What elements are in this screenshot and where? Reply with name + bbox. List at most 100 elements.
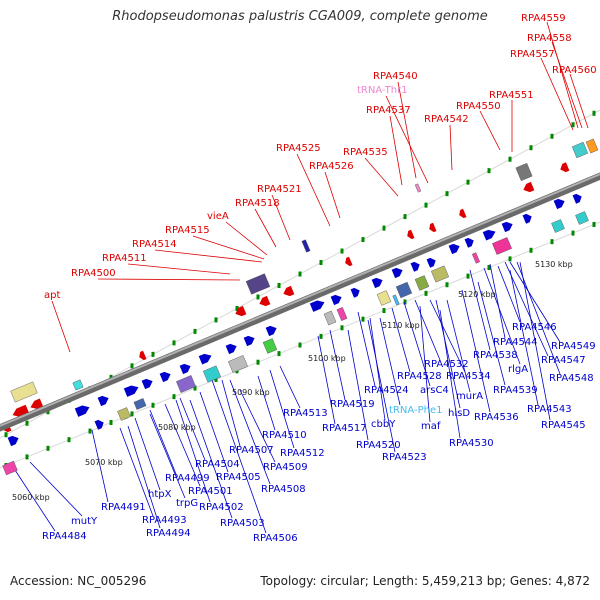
gene-label[interactable]: RPA4549	[551, 341, 596, 352]
forward-gene[interactable]	[225, 342, 239, 355]
gene-label[interactable]: RPA4536	[474, 412, 519, 423]
forward-gene[interactable]	[572, 192, 584, 204]
gene-label[interactable]: RPA4515	[165, 225, 210, 236]
gene-label[interactable]: maf	[421, 421, 441, 432]
reverse-gene[interactable]	[559, 162, 570, 173]
gene-box[interactable]	[414, 275, 430, 291]
gene-label[interactable]: RPA4494	[146, 528, 191, 539]
forward-gene[interactable]	[179, 362, 193, 375]
gene-label[interactable]: RPA4508	[261, 484, 306, 495]
gene-box[interactable]	[571, 141, 589, 159]
reverse-gene[interactable]	[457, 208, 467, 220]
gene-label[interactable]: RPA4503	[220, 518, 265, 529]
forward-gene[interactable]	[141, 377, 155, 390]
gene-label[interactable]: RPA4499	[165, 473, 210, 484]
gene-label[interactable]: RPA4514	[132, 239, 177, 250]
gene-label[interactable]: RPA4501	[188, 486, 233, 497]
gene-box[interactable]	[245, 273, 271, 295]
forward-gene[interactable]	[410, 260, 422, 272]
gene-box[interactable]	[471, 252, 481, 264]
gene-box[interactable]	[202, 365, 222, 383]
gene-label[interactable]: RPA4523	[382, 452, 427, 463]
gene-label[interactable]: RPA4537	[366, 105, 411, 116]
gene-label[interactable]: RPA4518	[235, 198, 280, 209]
trna-label[interactable]: tRNA-Thr1	[357, 85, 408, 96]
forward-gene[interactable]	[74, 403, 91, 417]
gene-label[interactable]: htpX	[148, 489, 172, 500]
gene-label[interactable]: RPA4493	[142, 515, 187, 526]
reverse-gene[interactable]	[405, 229, 415, 241]
forward-gene[interactable]	[97, 394, 111, 407]
forward-gene[interactable]	[522, 212, 534, 224]
forward-gene[interactable]	[448, 242, 462, 255]
gene-label[interactable]: RPA4510	[262, 430, 307, 441]
forward-gene[interactable]	[464, 236, 476, 248]
gene-box[interactable]	[585, 138, 599, 154]
gene-label[interactable]: RPA4513	[283, 408, 328, 419]
gene-label[interactable]: RPA4558	[527, 33, 572, 44]
forward-gene[interactable]	[391, 266, 405, 279]
forward-gene[interactable]	[265, 324, 279, 337]
gene-box[interactable]	[2, 460, 18, 476]
forward-gene[interactable]	[7, 434, 21, 447]
forward-gene[interactable]	[482, 228, 498, 241]
gene-box[interactable]	[228, 355, 248, 373]
gene-label[interactable]: vieA	[207, 211, 229, 222]
gene-label[interactable]: trpG	[176, 498, 198, 509]
gene-label[interactable]: RPA4534	[446, 371, 491, 382]
gene-label[interactable]: RPA4560	[552, 65, 597, 76]
gene-label[interactable]: murA	[456, 391, 483, 402]
gene-label[interactable]: RPA4524	[364, 385, 409, 396]
forward-gene[interactable]	[159, 370, 173, 383]
gene-label[interactable]: RPA4539	[493, 385, 538, 396]
gene-label[interactable]: RPA4507	[229, 445, 274, 456]
gene-label[interactable]: RPA4521	[257, 184, 302, 195]
forward-gene[interactable]	[350, 286, 362, 298]
gene-label[interactable]: RPA4520	[356, 440, 401, 451]
gene-label[interactable]: RPA4544	[493, 337, 538, 348]
gene-box[interactable]	[10, 381, 38, 403]
gene-box[interactable]	[492, 237, 512, 255]
gene-box[interactable]	[262, 338, 278, 354]
gene-box[interactable]	[72, 379, 84, 391]
gene-label[interactable]: RPA4557	[510, 49, 555, 60]
reverse-gene[interactable]	[258, 295, 271, 308]
gene-label[interactable]: RPA4506	[253, 533, 298, 544]
gene-label[interactable]: RPA4491	[101, 502, 146, 513]
forward-gene[interactable]	[426, 256, 438, 268]
trna-label[interactable]: tRNA-Phe1	[389, 405, 442, 416]
gene-label[interactable]: RPA4505	[216, 472, 261, 483]
gene-label[interactable]: RPA4543	[527, 404, 572, 415]
gene-box[interactable]	[301, 239, 311, 253]
gene-label[interactable]: RPA4511	[102, 253, 147, 264]
gene-label[interactable]: RPA4504	[195, 459, 240, 470]
gene-label[interactable]: RPA4500	[71, 268, 116, 279]
gene-label[interactable]: RPA4512	[280, 448, 325, 459]
forward-gene[interactable]	[243, 334, 257, 347]
gene-box[interactable]	[176, 375, 196, 393]
reverse-gene[interactable]	[137, 350, 147, 362]
gene-label[interactable]: RPA4540	[373, 71, 418, 82]
forward-gene[interactable]	[501, 220, 515, 233]
gene-label[interactable]: RPA4550	[456, 101, 501, 112]
gene-label[interactable]: RPA4519	[330, 399, 375, 410]
gene-box[interactable]	[575, 211, 589, 225]
forward-gene[interactable]	[371, 276, 385, 289]
gene-label[interactable]: cbbY	[371, 419, 396, 430]
gene-label[interactable]: RPA4547	[541, 355, 586, 366]
gene-label[interactable]: apt	[44, 290, 60, 301]
gene-box[interactable]	[515, 162, 533, 182]
gene-box[interactable]	[430, 265, 450, 283]
trna-mark[interactable]	[392, 294, 400, 306]
gene-label[interactable]: RPA4551	[489, 90, 534, 101]
gene-label[interactable]: mutY	[71, 516, 98, 527]
trna-mark[interactable]	[414, 183, 422, 193]
forward-gene[interactable]	[553, 197, 567, 210]
gene-label[interactable]: RPA4542	[424, 114, 469, 125]
gene-label[interactable]: RPA4525	[276, 143, 321, 154]
gene-label[interactable]: RPA4509	[263, 462, 308, 473]
gene-box[interactable]	[551, 219, 565, 233]
gene-label[interactable]: RPA4502	[199, 502, 244, 513]
gene-label[interactable]: RPA4535	[343, 147, 388, 158]
gene-label[interactable]: rlgA	[508, 364, 528, 375]
